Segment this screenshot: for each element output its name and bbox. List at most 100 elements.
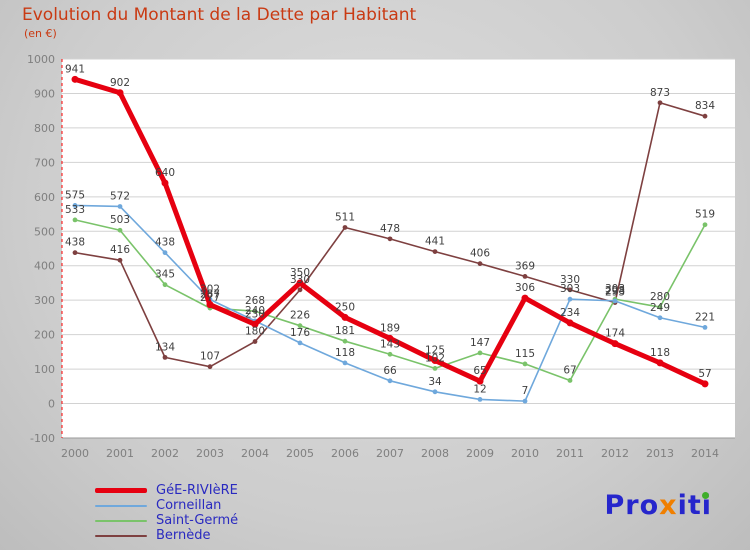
y-tick-label: 100 [34,363,55,376]
data-label: 143 [380,338,400,350]
data-point [702,113,708,119]
data-label: 234 [560,307,580,319]
data-label: 147 [470,337,490,349]
x-tick-label: 2001 [106,447,134,460]
data-point [432,249,438,255]
legend-swatch [95,504,147,507]
data-label: 268 [245,295,265,307]
data-point [342,225,348,230]
x-tick-label: 2008 [421,447,449,460]
data-point [252,308,258,314]
data-label: 438 [65,237,85,249]
legend-item: Corneillan [95,498,238,513]
data-point [701,380,709,388]
y-tick-label: -100 [30,432,55,445]
data-label: 65 [473,365,486,377]
y-tick-label: 800 [34,122,55,135]
data-label: 277 [200,292,220,304]
legend-swatch [95,534,147,537]
y-tick-label: 300 [34,294,55,307]
data-point [341,313,349,321]
data-point [116,89,124,97]
logo-letter: i [701,490,712,521]
x-tick-label: 2009 [466,447,494,460]
legend-item: Saint-Germé [95,513,238,528]
y-tick-label: 700 [34,156,55,169]
data-point [657,100,663,106]
data-label: 230 [245,308,265,320]
data-point [297,323,303,329]
x-tick-label: 2002 [151,447,179,460]
data-label: 176 [290,327,310,339]
data-point [387,351,393,357]
data-point [566,319,574,327]
x-tick-label: 2006 [331,447,359,460]
y-tick-label: 900 [34,87,55,100]
data-label: 438 [155,237,175,249]
data-label: 134 [155,341,175,353]
data-label: 511 [335,211,355,223]
data-point [657,304,663,310]
data-point [297,340,303,346]
data-point [342,338,348,344]
data-point [72,250,78,256]
data-point [297,287,303,293]
x-tick-label: 2004 [241,447,269,460]
x-tick-label: 2010 [511,447,539,460]
data-label: 406 [470,248,490,260]
data-point [251,320,259,328]
data-label: 66 [383,365,397,377]
x-tick-label: 2007 [376,447,404,460]
x-tick-label: 2003 [196,447,224,460]
data-label: 240 [245,305,265,317]
data-label: 293 [605,287,625,299]
plot-area [62,59,735,438]
data-label: 189 [380,322,400,334]
data-label: 249 [650,302,670,314]
logo-letter: Pro [604,490,660,521]
data-point [567,296,573,302]
data-point [476,377,484,385]
data-point [117,204,123,209]
data-label: 298 [605,285,625,297]
data-label: 67 [563,364,576,376]
data-point [477,397,483,402]
legend-swatch [95,488,147,493]
data-point [477,350,483,356]
data-point [432,389,438,395]
legend-item: Bernède [95,528,238,543]
data-point [522,398,528,404]
data-label: 503 [110,214,130,226]
data-point [567,378,573,383]
data-label: 125 [425,344,445,356]
data-label: 102 [425,352,445,364]
data-label: 834 [695,100,715,112]
data-label: 441 [425,236,445,248]
data-point [702,325,708,330]
x-tick-label: 2011 [556,447,584,460]
data-point [207,364,213,370]
data-label: 941 [65,63,85,75]
data-point [206,301,214,309]
data-label: 34 [428,376,442,388]
data-point [567,287,573,293]
data-label: 306 [515,282,535,294]
y-tick-label: 1000 [27,53,55,66]
y-tick-label: 200 [34,329,55,342]
logo-green-dot-icon [701,492,709,499]
y-axis-labels: -100 0 100 200 300 400 500 600 700 800 900 1000 [27,53,55,445]
data-label: 181 [335,325,355,337]
legend-item: GéE-RIVIèRE [95,483,238,498]
y-tick-label: 500 [34,225,55,238]
y-tick-label: 600 [34,191,55,204]
legend-swatch [95,519,147,522]
data-label: 330 [560,274,580,286]
data-point [386,334,394,342]
data-point [252,339,258,344]
x-tick-label: 2013 [646,447,674,460]
series-lines [71,75,709,404]
point-labels: 941 902 640 287 230 350 250 189 125 65 306 234 174 11… [65,63,715,397]
data-label: 221 [695,311,715,323]
